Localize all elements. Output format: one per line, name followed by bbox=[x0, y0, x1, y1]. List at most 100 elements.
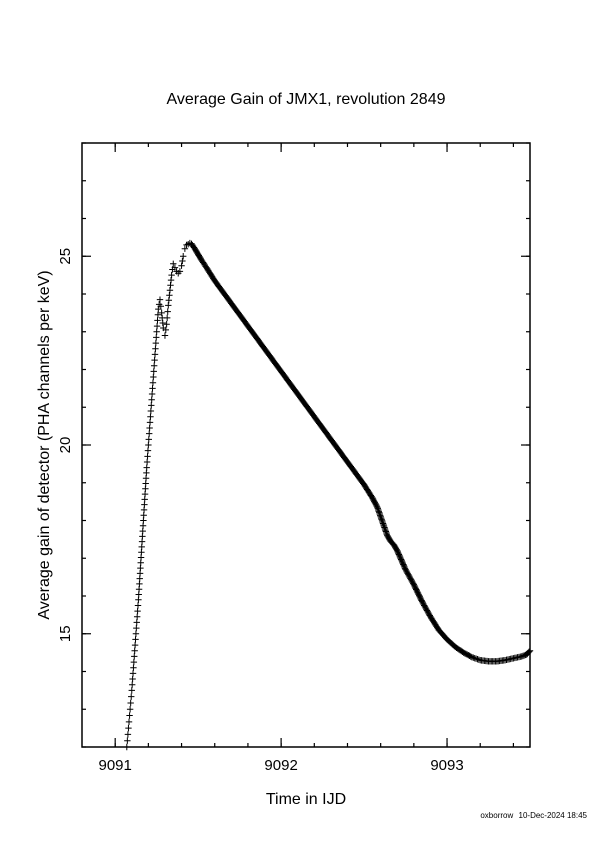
data-point bbox=[170, 260, 177, 267]
data-point bbox=[148, 396, 155, 403]
data-point bbox=[150, 362, 158, 369]
y-tick-label: 20 bbox=[57, 437, 74, 454]
data-point bbox=[125, 718, 133, 726]
data-point bbox=[150, 373, 157, 381]
data-point bbox=[131, 653, 138, 660]
data-point bbox=[153, 334, 160, 341]
x-tick-label: 9092 bbox=[264, 757, 297, 774]
data-point bbox=[472, 655, 480, 662]
chart-title: Average Gain of JMX1, revolution 2849 bbox=[167, 91, 446, 108]
data-points bbox=[123, 239, 534, 751]
data-point bbox=[149, 379, 157, 386]
data-point bbox=[156, 296, 164, 303]
data-point bbox=[180, 253, 187, 260]
data-point bbox=[147, 407, 155, 415]
data-point bbox=[167, 281, 174, 289]
data-point bbox=[161, 332, 169, 339]
data-point bbox=[143, 458, 151, 466]
data-point bbox=[143, 464, 150, 471]
data-point bbox=[124, 737, 131, 744]
data-point bbox=[133, 613, 141, 620]
y-tick-label: 15 bbox=[57, 625, 74, 642]
x-axis-label: Time in IJD bbox=[266, 791, 346, 808]
data-point bbox=[134, 607, 141, 615]
data-point bbox=[475, 656, 483, 663]
data-point bbox=[150, 368, 157, 375]
data-point bbox=[130, 658, 138, 666]
data-point bbox=[168, 271, 175, 279]
y-axis-label: Average gain of detector (PHA channels p… bbox=[36, 270, 53, 619]
data-point bbox=[134, 602, 142, 609]
footer-stamp: oxborrow 10-Dec-2024 18:45 bbox=[480, 811, 587, 820]
data-point bbox=[147, 413, 154, 420]
data-point bbox=[146, 419, 154, 426]
data-point bbox=[166, 292, 173, 299]
data-point bbox=[126, 712, 133, 719]
data-point bbox=[179, 257, 186, 265]
data-point bbox=[176, 268, 184, 275]
data-point bbox=[123, 743, 130, 751]
data-point bbox=[164, 308, 171, 315]
data-point bbox=[129, 675, 136, 683]
data-point bbox=[148, 402, 155, 409]
footer-timestamp: 10-Dec-2024 18:45 bbox=[519, 811, 588, 820]
data-point bbox=[146, 424, 153, 432]
y-tick-label: 25 bbox=[57, 248, 74, 265]
data-point bbox=[157, 303, 165, 310]
data-point bbox=[163, 321, 170, 328]
data-point bbox=[133, 619, 140, 626]
data-point bbox=[162, 326, 169, 334]
data-point bbox=[146, 430, 153, 437]
footer-user: oxborrow bbox=[480, 811, 513, 820]
data-point bbox=[126, 706, 134, 713]
data-point bbox=[128, 681, 136, 688]
data-point bbox=[131, 647, 138, 654]
data-point bbox=[124, 731, 132, 738]
data-point bbox=[133, 624, 140, 632]
data-point bbox=[474, 655, 481, 663]
data-point bbox=[129, 670, 137, 677]
data-point bbox=[151, 356, 158, 364]
data-point bbox=[181, 245, 189, 252]
data-point bbox=[166, 287, 174, 294]
data-point bbox=[145, 436, 152, 443]
data-point bbox=[132, 630, 140, 637]
data-point bbox=[167, 276, 175, 284]
data-point bbox=[165, 297, 173, 304]
data-point bbox=[468, 653, 476, 661]
data-point bbox=[153, 322, 161, 330]
data-point bbox=[159, 319, 166, 327]
data-point bbox=[154, 311, 162, 318]
data-point bbox=[130, 664, 137, 671]
data-point bbox=[132, 636, 139, 643]
data-point bbox=[471, 654, 478, 662]
data-point bbox=[128, 693, 135, 700]
data-point bbox=[163, 314, 171, 322]
data-point bbox=[178, 262, 185, 269]
data-point bbox=[152, 345, 159, 352]
data-point bbox=[525, 648, 533, 655]
data-point bbox=[148, 390, 156, 398]
data-point bbox=[526, 647, 534, 654]
data-point bbox=[158, 309, 165, 317]
data-point bbox=[154, 317, 161, 324]
data-point bbox=[125, 724, 132, 732]
data-point bbox=[152, 339, 160, 347]
data-point bbox=[151, 351, 159, 358]
data-point bbox=[171, 264, 179, 271]
data-point bbox=[144, 453, 151, 460]
data-point bbox=[149, 385, 156, 392]
axis-ticks bbox=[82, 142, 530, 748]
tick-labels: 9091 9092 9093 15 20 25 bbox=[57, 248, 464, 774]
data-point bbox=[131, 641, 139, 649]
data-point bbox=[144, 447, 152, 454]
data-point bbox=[470, 654, 477, 661]
data-point bbox=[127, 699, 134, 707]
x-tick-label: 9093 bbox=[430, 757, 463, 774]
x-tick-label: 9091 bbox=[98, 757, 131, 774]
data-point bbox=[165, 302, 172, 309]
data-point bbox=[153, 328, 160, 335]
data-point bbox=[145, 441, 152, 449]
data-point bbox=[128, 687, 135, 694]
